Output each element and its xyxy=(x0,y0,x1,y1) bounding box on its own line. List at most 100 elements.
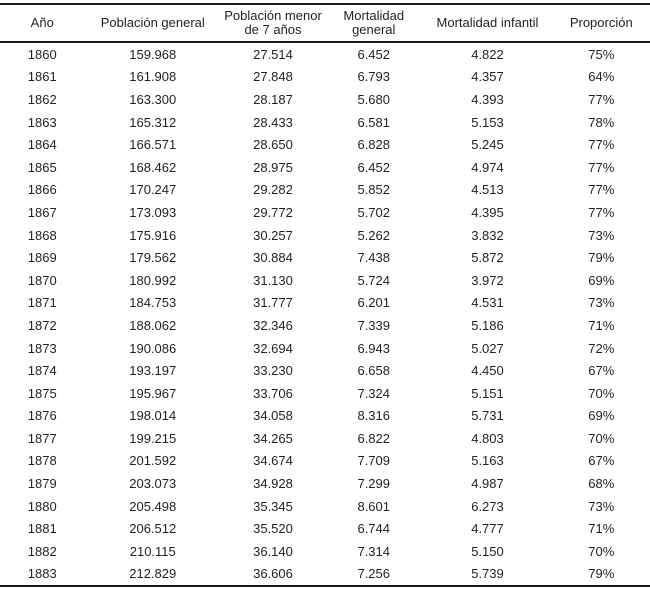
poblacion-menor-7-cell: 34.928 xyxy=(253,476,293,492)
ano-cell: 1873 xyxy=(27,340,57,356)
mortalidad-general-cell: 7.314 xyxy=(357,543,391,559)
poblacion-general-cell: 201.592 xyxy=(129,453,177,469)
table-body: 1860 159.968 27.514 6.452 4.822 75% 1861 161.90… xyxy=(0,42,650,586)
proporcion-cell: 75% xyxy=(588,46,615,62)
poblacion-general-cell: 173.093 xyxy=(129,204,177,220)
table-row: 1861 161.908 27.848 6.793 4.357 64% xyxy=(0,66,650,89)
mortalidad-infantil-cell: 4.987 xyxy=(471,476,504,492)
mortalidad-infantil-cell: 6.273 xyxy=(471,498,504,514)
poblacion-general-cell: 161.908 xyxy=(129,69,177,85)
mortalidad-infantil-cell: 4.777 xyxy=(471,521,504,537)
proporcion-cell: 70% xyxy=(588,430,615,446)
mortalidad-general-cell: 6.452 xyxy=(357,159,391,175)
mortalidad-infantil-cell: 3.972 xyxy=(471,272,504,288)
poblacion-menor-7-cell: 35.520 xyxy=(253,521,293,537)
poblacion-general-cell: 179.562 xyxy=(129,250,177,266)
poblacion-general-cell: 159.968 xyxy=(129,46,177,62)
mortalidad-infantil-cell: 4.803 xyxy=(471,430,504,446)
mortalidad-infantil-cell: 5.163 xyxy=(471,453,504,469)
table-row: 1864 166.571 28.650 6.828 5.245 77% xyxy=(0,133,650,156)
mortalidad-general-cell: 8.601 xyxy=(357,498,391,514)
mortalidad-general-cell: 6.943 xyxy=(357,340,391,356)
ano-cell: 1879 xyxy=(27,476,57,492)
mortalidad-general-cell: 5.702 xyxy=(357,204,391,220)
ano-cell: 1868 xyxy=(27,227,57,243)
poblacion-general-cell: 206.512 xyxy=(129,521,177,537)
poblacion-general-cell: 198.014 xyxy=(129,408,177,424)
proporcion-cell: 69% xyxy=(588,272,615,288)
poblacion-menor-7-cell: 31.777 xyxy=(253,295,293,311)
ano-cell: 1876 xyxy=(27,408,57,424)
mortalidad-infantil-cell: 5.872 xyxy=(471,250,504,266)
proporcion-cell: 68% xyxy=(588,476,615,492)
column-header-label: Año xyxy=(30,15,54,30)
ano-cell: 1878 xyxy=(27,453,57,469)
proporcion-cell: 72% xyxy=(588,340,615,356)
ano-cell: 1861 xyxy=(27,69,57,85)
ano-cell: 1860 xyxy=(27,46,57,62)
mortalidad-infantil-cell: 4.513 xyxy=(471,182,504,198)
mortalidad-infantil-cell: 3.832 xyxy=(471,227,504,243)
ano-cell: 1881 xyxy=(27,521,57,537)
ano-cell: 1865 xyxy=(27,159,57,175)
poblacion-menor-7-cell: 31.130 xyxy=(253,272,293,288)
proporcion-cell: 73% xyxy=(588,227,615,243)
proporcion-cell: 77% xyxy=(588,204,615,220)
poblacion-general-cell: 193.197 xyxy=(129,363,177,379)
poblacion-general-cell: 190.086 xyxy=(129,340,177,356)
mortalidad-general-cell: 6.658 xyxy=(357,363,391,379)
poblacion-menor-7-cell: 33.706 xyxy=(253,385,293,401)
table-row: 1862 163.300 28.187 5.680 4.393 77% xyxy=(0,88,650,111)
table-row: 1860 159.968 27.514 6.452 4.822 75% xyxy=(0,42,650,66)
ano-cell: 1870 xyxy=(27,272,57,288)
mortalidad-infantil-cell: 4.974 xyxy=(471,159,504,175)
mortalidad-general-cell: 7.438 xyxy=(357,250,391,266)
mortalidad-general-cell: 8.316 xyxy=(357,408,391,424)
proporcion-cell: 77% xyxy=(588,182,615,198)
mortalidad-infantil-cell: 5.153 xyxy=(471,114,504,130)
proporcion-cell: 79% xyxy=(588,250,615,266)
poblacion-menor-7-cell: 29.772 xyxy=(253,204,293,220)
column-header-label: Proporción xyxy=(569,15,633,30)
mortalidad-general-cell: 6.744 xyxy=(357,521,391,537)
proporcion-cell: 67% xyxy=(588,363,615,379)
table-row: 1870 180.992 31.130 5.724 3.972 69% xyxy=(0,269,650,292)
poblacion-menor-7-cell: 36.140 xyxy=(253,543,293,559)
mortalidad-general-cell: 6.452 xyxy=(357,46,391,62)
mortalidad-general-cell: 6.822 xyxy=(357,430,391,446)
ano-cell: 1863 xyxy=(27,114,57,130)
poblacion-menor-7-cell: 30.884 xyxy=(253,250,293,266)
poblacion-menor-7-cell: 34.674 xyxy=(253,453,293,469)
mortalidad-infantil-cell: 4.450 xyxy=(471,363,504,379)
table-row: 1874 193.197 33.230 6.658 4.450 67% xyxy=(0,359,650,382)
mortalidad-general-cell: 7.709 xyxy=(357,453,391,469)
ano-cell: 1871 xyxy=(27,295,57,311)
poblacion-menor-7-cell: 28.433 xyxy=(253,114,293,130)
column-header-label: Población menor xyxy=(224,8,322,23)
column-header-label: Mortalidad xyxy=(343,8,405,23)
mortalidad-general-cell: 6.201 xyxy=(357,295,391,311)
mortalidad-general-cell: 5.262 xyxy=(357,227,391,243)
mortalidad-general-cell: 5.724 xyxy=(357,272,391,288)
ano-cell: 1874 xyxy=(27,363,57,379)
poblacion-general-cell: 165.312 xyxy=(129,114,177,130)
poblacion-menor-7-cell: 36.606 xyxy=(253,566,293,582)
proporcion-cell: 64% xyxy=(588,69,615,85)
table-row: 1875 195.967 33.706 7.324 5.151 70% xyxy=(0,382,650,405)
column-header-label: Mortalidad infantil xyxy=(436,15,539,30)
proporcion-cell: 73% xyxy=(588,498,615,514)
mortalidad-general-cell: 7.339 xyxy=(357,317,391,333)
poblacion-general-cell: 199.215 xyxy=(129,430,177,446)
poblacion-menor-7-cell: 28.975 xyxy=(253,159,293,175)
ano-cell: 1866 xyxy=(27,182,57,198)
ano-cell: 1869 xyxy=(27,250,57,266)
column-header-proporcion: Proporción xyxy=(552,4,650,43)
poblacion-menor-7-cell: 33.230 xyxy=(253,363,293,379)
poblacion-general-cell: 188.062 xyxy=(129,317,177,333)
proporcion-cell: 67% xyxy=(588,453,615,469)
ano-cell: 1872 xyxy=(27,317,57,333)
proporcion-cell: 69% xyxy=(588,408,615,424)
mortalidad-infantil-cell: 5.245 xyxy=(471,137,504,153)
table-row: 1865 168.462 28.975 6.452 4.974 77% xyxy=(0,156,650,179)
mortalidad-infantil-cell: 4.393 xyxy=(471,91,504,107)
